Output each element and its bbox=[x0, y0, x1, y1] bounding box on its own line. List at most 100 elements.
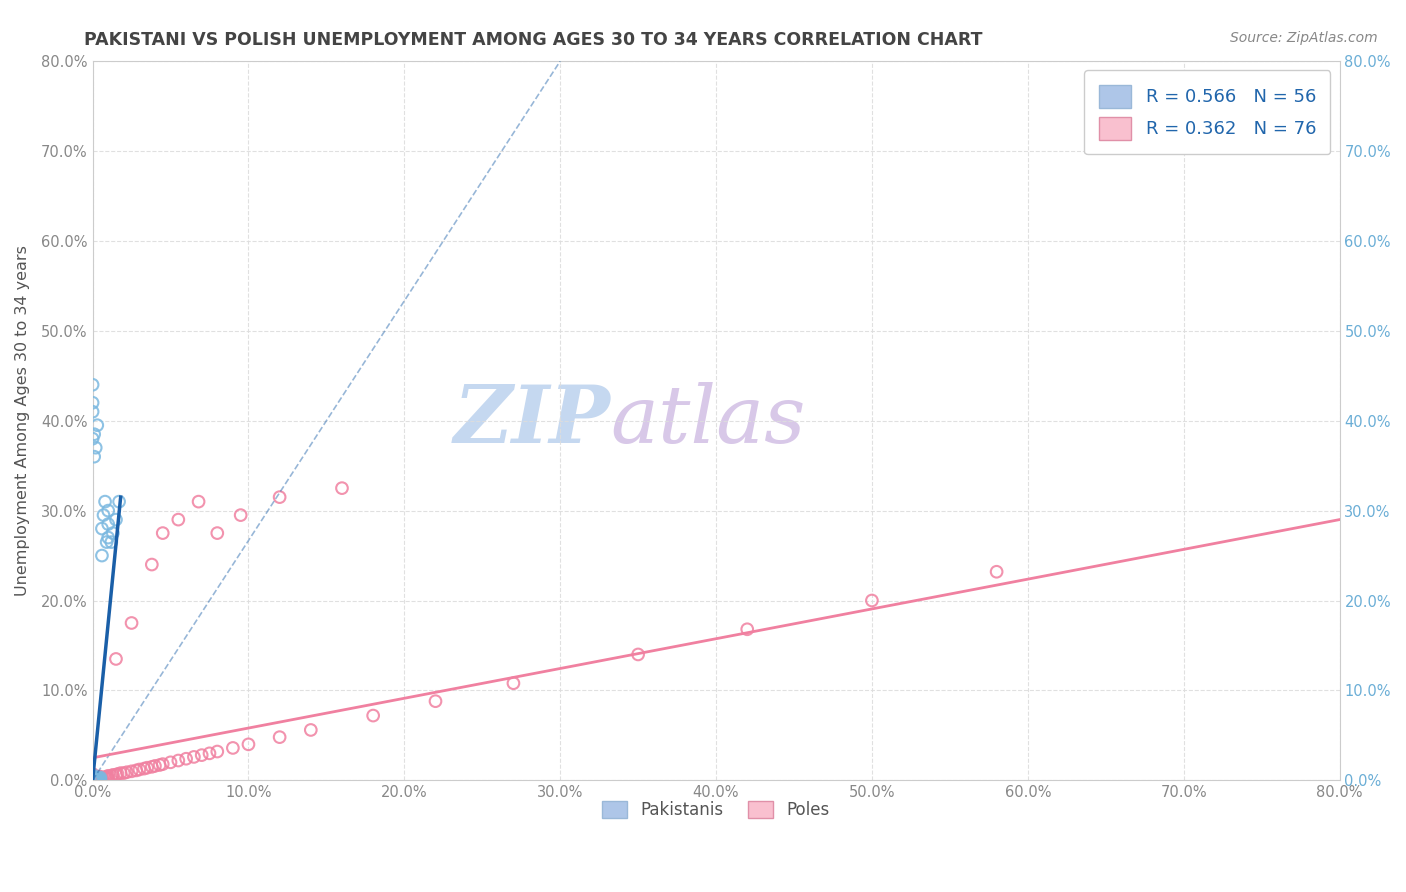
Point bbox=[96, 770, 118, 784]
Point bbox=[87, 772, 110, 787]
Point bbox=[82, 432, 104, 446]
Text: Source: ZipAtlas.com: Source: ZipAtlas.com bbox=[1230, 31, 1378, 45]
Point bbox=[299, 723, 322, 737]
Point bbox=[112, 766, 135, 780]
Point bbox=[222, 740, 245, 755]
Point bbox=[128, 763, 150, 777]
Point bbox=[82, 773, 104, 788]
Point bbox=[143, 759, 166, 773]
Point bbox=[82, 772, 104, 786]
Point bbox=[89, 770, 111, 784]
Legend: Pakistanis, Poles: Pakistanis, Poles bbox=[595, 795, 837, 826]
Point bbox=[361, 708, 384, 723]
Point bbox=[735, 622, 758, 636]
Point bbox=[86, 772, 108, 787]
Point bbox=[86, 418, 108, 433]
Point bbox=[104, 652, 127, 666]
Point bbox=[198, 747, 221, 761]
Point bbox=[91, 522, 114, 536]
Point bbox=[84, 771, 107, 785]
Point bbox=[82, 773, 104, 788]
Point bbox=[83, 772, 105, 787]
Point bbox=[84, 772, 107, 787]
Point bbox=[83, 450, 105, 464]
Point bbox=[269, 730, 291, 744]
Point bbox=[141, 558, 163, 572]
Point bbox=[83, 772, 105, 786]
Point bbox=[91, 772, 114, 786]
Point bbox=[207, 526, 229, 541]
Point bbox=[83, 772, 105, 787]
Point bbox=[107, 767, 129, 781]
Point bbox=[83, 773, 105, 788]
Point bbox=[82, 396, 104, 410]
Point bbox=[87, 770, 110, 784]
Point bbox=[167, 754, 190, 768]
Point bbox=[82, 771, 104, 785]
Point bbox=[82, 772, 104, 787]
Point bbox=[82, 772, 104, 786]
Point bbox=[149, 758, 172, 772]
Point bbox=[125, 764, 148, 778]
Point bbox=[86, 773, 108, 788]
Point bbox=[97, 503, 120, 517]
Point bbox=[82, 773, 104, 788]
Point bbox=[84, 441, 107, 455]
Text: PAKISTANI VS POLISH UNEMPLOYMENT AMONG AGES 30 TO 34 YEARS CORRELATION CHART: PAKISTANI VS POLISH UNEMPLOYMENT AMONG A… bbox=[84, 31, 983, 49]
Point bbox=[167, 513, 190, 527]
Point bbox=[93, 508, 115, 522]
Point bbox=[94, 771, 117, 785]
Point bbox=[82, 772, 104, 787]
Point bbox=[82, 767, 104, 781]
Point bbox=[101, 768, 124, 782]
Point bbox=[152, 526, 174, 541]
Text: atlas: atlas bbox=[610, 382, 806, 459]
Point bbox=[425, 694, 447, 708]
Point bbox=[104, 513, 127, 527]
Point bbox=[82, 773, 104, 788]
Point bbox=[269, 490, 291, 504]
Point bbox=[82, 772, 104, 786]
Point bbox=[86, 771, 108, 785]
Point bbox=[89, 771, 111, 785]
Point bbox=[82, 768, 104, 782]
Point bbox=[97, 769, 120, 783]
Point bbox=[159, 756, 181, 770]
Point bbox=[82, 770, 104, 784]
Point bbox=[91, 549, 114, 563]
Point bbox=[108, 494, 131, 508]
Point bbox=[82, 773, 104, 788]
Point bbox=[82, 772, 104, 787]
Point bbox=[82, 769, 104, 783]
Point bbox=[82, 772, 104, 786]
Point bbox=[82, 773, 104, 788]
Point bbox=[82, 773, 104, 788]
Point bbox=[207, 745, 229, 759]
Point bbox=[190, 748, 212, 763]
Point bbox=[100, 769, 122, 783]
Point bbox=[94, 494, 117, 508]
Point bbox=[174, 752, 197, 766]
Point bbox=[100, 535, 122, 549]
Point bbox=[860, 593, 883, 607]
Point bbox=[89, 772, 111, 787]
Point bbox=[82, 769, 104, 783]
Point bbox=[97, 772, 120, 786]
Point bbox=[83, 772, 105, 786]
Point bbox=[82, 773, 104, 788]
Point bbox=[84, 773, 107, 788]
Point bbox=[136, 761, 159, 775]
Point bbox=[82, 772, 104, 787]
Point bbox=[83, 427, 105, 442]
Point bbox=[229, 508, 252, 522]
Point bbox=[82, 772, 104, 787]
Point bbox=[83, 772, 105, 786]
Point bbox=[187, 494, 209, 508]
Point bbox=[132, 762, 155, 776]
Point bbox=[330, 481, 353, 495]
Point bbox=[82, 773, 104, 788]
Point bbox=[82, 772, 104, 787]
Point bbox=[89, 772, 111, 787]
Point bbox=[82, 771, 104, 785]
Point bbox=[152, 757, 174, 772]
